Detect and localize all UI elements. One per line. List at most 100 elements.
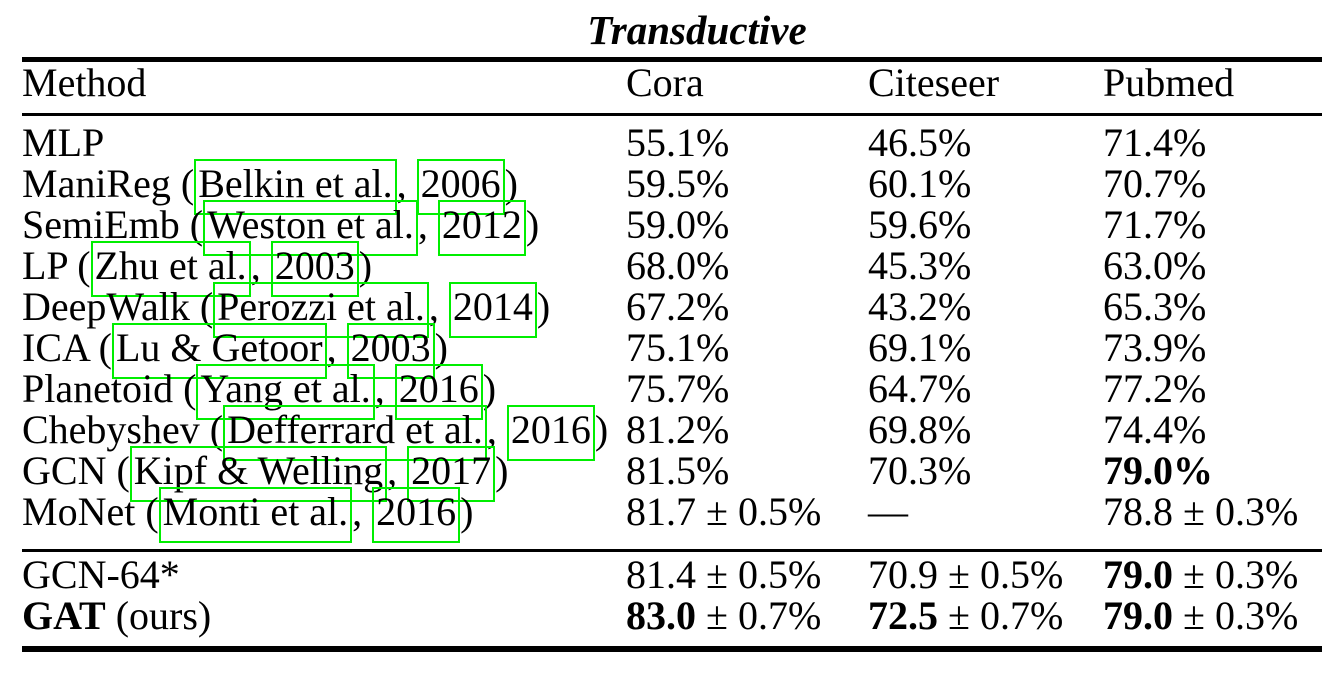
citeseer-cell: 60.1%: [868, 163, 1103, 204]
text-segment: 69.1%: [868, 325, 972, 370]
citation-link[interactable]: Lu & Getoor: [112, 323, 327, 379]
text-segment: 60.1%: [868, 161, 972, 206]
text-segment: 73.9%: [1103, 325, 1207, 370]
method-cell: LP (Zhu et al., 2003): [22, 241, 626, 297]
table-row: GCN (Kipf & Welling, 2017) 81.5% 70.3% 79.0…: [22, 446, 1322, 502]
text-segment: ,: [486, 407, 507, 452]
text-segment: 79.0: [1103, 552, 1173, 597]
table-row: ManiReg (Belkin et al., 2006) 59.5% 60.1% 7…: [22, 159, 1322, 215]
pubmed-cell: 73.9%: [1103, 327, 1322, 368]
method-cell: MLP: [22, 115, 626, 165]
cora-cell: 81.5%: [626, 450, 868, 491]
citation-link[interactable]: 2016: [372, 487, 461, 543]
text-segment: 69.8%: [868, 407, 972, 452]
text-segment: 71.4%: [1103, 120, 1207, 165]
citation-link[interactable]: Yang et al.: [196, 364, 375, 420]
table-section-title: Transductive: [587, 7, 807, 53]
citation-link[interactable]: Zhu et al.: [90, 241, 251, 297]
table-row: DeepWalk (Perozzi et al., 2014) 67.2% 43.2…: [22, 282, 1322, 338]
results-table: Method Cora Citeseer Pubmed MLP 55.1% 46.5…: [22, 57, 1322, 652]
citation-link[interactable]: 2017: [407, 446, 496, 502]
citation-link[interactable]: Defferrard et al.: [223, 405, 487, 461]
text-segment: ,: [396, 161, 417, 206]
table-row: GAT (ours) 83.0 ± 0.7% 72.5 ± 0.7% 79.0 ± 0…: [22, 593, 1322, 652]
text-segment: 46.5%: [868, 120, 972, 165]
citation-link[interactable]: 2006: [416, 159, 505, 215]
cora-cell: 81.7 ± 0.5%: [626, 491, 868, 552]
text-segment: ,: [374, 366, 395, 411]
table-header: Method Cora Citeseer Pubmed: [22, 57, 1322, 116]
citeseer-cell: 46.5%: [868, 115, 1103, 165]
citation-link[interactable]: Monti et al.: [158, 487, 353, 543]
text-segment: 43.2%: [868, 284, 972, 329]
citation-link[interactable]: 2012: [437, 200, 526, 256]
text-segment: ManiReg (: [22, 161, 195, 206]
citation-link[interactable]: Kipf & Welling: [129, 446, 388, 502]
text-segment: ,: [428, 284, 449, 329]
text-segment: 70.3%: [868, 448, 972, 493]
text-segment: MLP: [22, 120, 105, 165]
citation-link[interactable]: Perozzi et al.: [213, 282, 429, 338]
text-segment: 81.5%: [626, 448, 730, 493]
text-segment: ): [460, 489, 474, 534]
text-segment: 79.0: [1103, 593, 1173, 638]
text-segment: 59.6%: [868, 202, 972, 247]
cora-cell: 75.1%: [626, 327, 868, 368]
citeseer-cell: 64.7%: [868, 368, 1103, 409]
table-row: GCN-64* 81.4 ± 0.5% 70.9 ± 0.5% 79.0 ± 0.3%: [22, 551, 1322, 597]
table-row: Planetoid (Yang et al., 2016) 75.7% 64.7% 7…: [22, 364, 1322, 420]
text-segment: (ours): [105, 593, 212, 638]
column-header-citeseer: Citeseer: [868, 57, 1103, 116]
pubmed-cell: 78.8 ± 0.3%: [1103, 489, 1322, 552]
pubmed-cell: 79.0 ± 0.3%: [1103, 593, 1322, 652]
text-segment: 78.8 ± 0.3%: [1103, 489, 1299, 534]
pubmed-cell: 65.3%: [1103, 286, 1322, 327]
text-segment: 81.2%: [626, 407, 730, 452]
pubmed-cell: 74.4%: [1103, 409, 1322, 450]
text-segment: ): [504, 161, 518, 206]
cora-cell: 67.2%: [626, 286, 868, 327]
text-segment: DeepWalk (: [22, 284, 214, 329]
text-segment: 65.3%: [1103, 284, 1207, 329]
text-segment: GCN (: [22, 448, 130, 493]
text-segment: 45.3%: [868, 243, 972, 288]
cora-cell: 81.2%: [626, 409, 868, 450]
text-segment: GCN-64*: [22, 552, 180, 597]
citeseer-cell: 70.9 ± 0.5%: [868, 551, 1103, 595]
text-segment: ): [536, 284, 551, 329]
text-segment: 67.2%: [626, 284, 730, 329]
table-row: Chebyshev (Defferrard et al., 2016) 81.2%…: [22, 405, 1322, 461]
table-row: ICA (Lu & Getoor, 2003) 75.1% 69.1% 73.9%: [22, 323, 1322, 379]
citeseer-cell: —: [868, 491, 1103, 552]
citation-link[interactable]: 2003: [346, 323, 435, 379]
method-cell: Chebyshev (Defferrard et al., 2016): [22, 405, 626, 461]
citeseer-cell: 45.3%: [868, 245, 1103, 286]
pubmed-cell: 77.2%: [1103, 368, 1322, 409]
method-cell: MoNet (Monti et al., 2016): [22, 487, 626, 552]
text-segment: ,: [352, 489, 373, 534]
citation-link[interactable]: 2016: [506, 405, 595, 461]
text-segment: 70.7%: [1103, 161, 1207, 206]
citation-link[interactable]: Weston et al.: [203, 200, 418, 256]
cora-cell: 75.7%: [626, 368, 868, 409]
citation-link[interactable]: Belkin et al.: [194, 159, 397, 215]
citeseer-cell: 43.2%: [868, 286, 1103, 327]
table-row: SemiEmb (Weston et al., 2012) 59.0% 59.6% 7…: [22, 200, 1322, 256]
cora-cell: 59.0%: [626, 204, 868, 245]
text-segment: 79.0%: [1103, 448, 1213, 493]
text-segment: 74.4%: [1103, 407, 1207, 452]
method-cell: ManiReg (Belkin et al., 2006): [22, 159, 626, 215]
text-segment: LP (: [22, 243, 91, 288]
citeseer-cell: 69.1%: [868, 327, 1103, 368]
method-cell: SemiEmb (Weston et al., 2012): [22, 200, 626, 256]
our-results-rows: GCN-64* 81.4 ± 0.5% 70.9 ± 0.5% 79.0 ± 0.3%…: [22, 551, 1322, 652]
table-row: LP (Zhu et al., 2003) 68.0% 45.3% 63.0%: [22, 241, 1322, 297]
citation-link[interactable]: 2003: [270, 241, 359, 297]
citation-link[interactable]: 2016: [394, 364, 483, 420]
text-segment: 68.0%: [626, 243, 730, 288]
citation-link[interactable]: 2014: [448, 282, 537, 338]
text-segment: 55.1%: [626, 120, 730, 165]
text-segment: ± 0.3%: [1173, 552, 1299, 597]
cora-cell: 68.0%: [626, 245, 868, 286]
